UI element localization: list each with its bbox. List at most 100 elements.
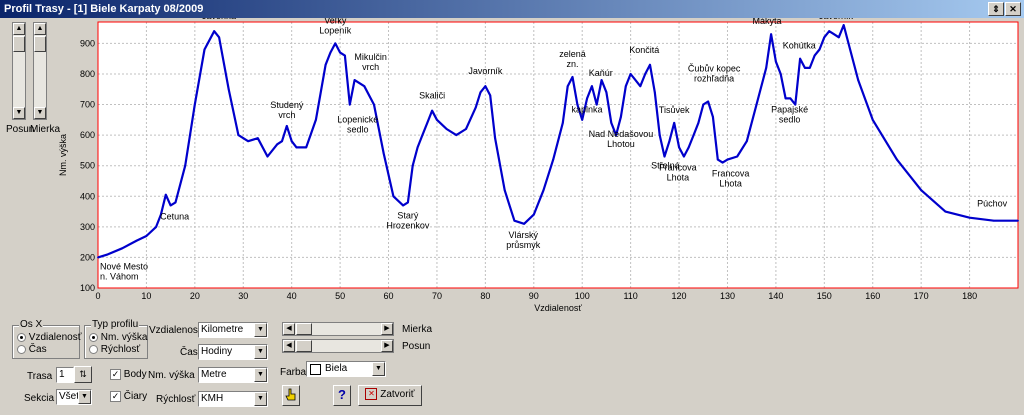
elevation-point <box>615 134 618 137</box>
elevation-point <box>682 155 685 158</box>
posun-slider[interactable]: ▲ ▼ <box>12 22 26 120</box>
annotation-label: Mikulčin vrch <box>354 52 387 72</box>
elevation-point <box>639 85 642 88</box>
mierka-right-arrow-icon[interactable]: ▶ <box>381 323 393 335</box>
osx-option-vzdialenost[interactable]: Vzdialenosť <box>17 332 81 343</box>
vzdialenost-select[interactable]: Kilometre ▼ <box>198 322 268 338</box>
ciary-checkbox[interactable]: ✓ Čiary <box>110 391 147 402</box>
help-button[interactable]: ? <box>333 385 351 406</box>
osx-radio-cas[interactable] <box>17 344 26 354</box>
mierka-up-arrow-icon[interactable]: ▲ <box>34 23 46 35</box>
annotation-label: Nad Nedašovou Lhotou <box>589 129 654 149</box>
cas-value: Hodiny <box>201 346 233 357</box>
elevation-point <box>586 97 588 100</box>
elevation-point <box>247 140 250 143</box>
mierka-down-arrow-icon[interactable]: ▼ <box>34 107 46 119</box>
elevation-point <box>455 134 458 137</box>
elevation-point <box>804 66 806 69</box>
nm-vyska-select[interactable]: Metre ▼ <box>198 367 268 383</box>
pointer-tool-button[interactable] <box>282 385 300 406</box>
posun-down-arrow-icon[interactable]: ▼ <box>13 107 25 119</box>
mierka-hslider[interactable]: ◀ ▶ <box>282 322 394 336</box>
annotation-label: Čubův kopec rozhľadňa <box>688 63 741 83</box>
elevation-point <box>436 118 438 121</box>
elevation-chart-svg: 0 10 20 30 40 50 60 70 80 90 100 110 120 130 140 150 160… <box>58 1 1019 313</box>
cas-dropdown-icon[interactable]: ▼ <box>254 345 267 359</box>
mierka-left-arrow-icon[interactable]: ◀ <box>283 323 295 335</box>
elevation-point <box>721 161 724 164</box>
elevation-point <box>489 94 492 97</box>
elevation-point <box>871 118 874 121</box>
elevation-point <box>402 204 404 207</box>
posun-label: Posun <box>6 124 35 135</box>
body-check-icon[interactable]: ✓ <box>110 369 121 380</box>
mierka-hslider-thumb[interactable] <box>296 323 312 335</box>
elevation-point <box>992 219 995 222</box>
elevation-point <box>736 155 739 158</box>
trasa-input[interactable]: 1 <box>56 367 74 383</box>
typ-radio-rychlost[interactable] <box>89 344 98 354</box>
elevation-point <box>605 91 608 94</box>
typ-radio-nm-vyska[interactable] <box>89 332 98 342</box>
hand-pointer-icon <box>285 388 296 401</box>
farba-dropdown-icon[interactable]: ▼ <box>372 362 385 376</box>
elevation-point <box>169 204 172 207</box>
y-tick-label: 200 <box>80 252 95 262</box>
nm-vyska-dropdown-icon[interactable]: ▼ <box>254 368 267 382</box>
mierka-slider-thumb[interactable] <box>34 36 46 52</box>
mierka-label: Mierka <box>30 124 61 135</box>
typ-profilu-group: Typ profilu Nm. výška Rýchlosť <box>84 319 148 359</box>
trasa-spin-icon[interactable]: ⇅ <box>74 366 92 383</box>
annotation-label: Francova Lhota <box>659 163 697 183</box>
osx-option-vzdialenost-label: Vzdialenosť <box>28 332 82 343</box>
rychlost-select[interactable]: KMH ▼ <box>198 391 268 407</box>
posun-right-arrow-icon[interactable]: ▶ <box>381 340 393 352</box>
typ-option-rychlost[interactable]: Rýchlosť <box>89 344 140 355</box>
farba-select[interactable]: Biela ▼ <box>306 361 386 377</box>
elevation-point <box>692 134 695 137</box>
elevation-point <box>847 42 850 45</box>
elevation-point <box>266 155 269 158</box>
elevation-point <box>702 103 705 106</box>
vzdialenost-dropdown-icon[interactable]: ▼ <box>254 323 267 337</box>
close-window-button[interactable]: ✕ <box>1005 2 1021 16</box>
typ-option-nm-vyska[interactable]: Nm. výška <box>89 332 147 343</box>
rychlost-dropdown-icon[interactable]: ▼ <box>254 392 267 406</box>
elevation-point <box>97 256 99 259</box>
osx-radio-vzdialenost[interactable] <box>17 332 26 342</box>
elevation-point <box>561 121 564 124</box>
body-checkbox[interactable]: ✓ Body <box>110 369 147 380</box>
mierka-slider[interactable]: ▲ ▼ <box>33 22 47 120</box>
osx-option-cas[interactable]: Čas <box>17 344 47 355</box>
elevation-point <box>1017 219 1019 222</box>
cas-select[interactable]: Hodiny ▼ <box>198 344 268 360</box>
elevation-point <box>571 76 574 78</box>
elevation-point <box>363 85 366 88</box>
posun-hslider[interactable]: ◀ ▶ <box>282 339 394 353</box>
elevation-point <box>145 235 148 237</box>
elevation-point <box>295 146 298 149</box>
elevation-point <box>285 125 288 127</box>
posun-slider-thumb[interactable] <box>13 36 25 52</box>
elevation-point <box>445 128 448 130</box>
posun-hslider-thumb[interactable] <box>296 340 312 352</box>
elevation-point <box>164 193 167 196</box>
elevation-point <box>678 146 680 149</box>
posun-left-arrow-icon[interactable]: ◀ <box>283 340 295 352</box>
sekcia-select[interactable]: Všet ▼ <box>56 389 92 405</box>
annotation-label: MalýJavorník <box>819 18 854 21</box>
nm-vyska-label: Nm. výška <box>148 370 195 381</box>
sekcia-value: Všet <box>59 391 80 402</box>
sekcia-dropdown-icon[interactable]: ▼ <box>78 390 91 404</box>
elevation-point <box>813 54 816 57</box>
annotation-label: Javorník <box>468 66 503 76</box>
zatvorit-button[interactable]: ✕ Zatvoriť <box>358 385 422 406</box>
y-tick-label: 600 <box>80 130 95 140</box>
typ-option-nm-vyska-label: Nm. výška <box>100 332 148 343</box>
osx-option-cas-label: Čas <box>28 344 47 355</box>
restore-button[interactable]: ⇕ <box>988 2 1004 16</box>
rychlost-value: KMH <box>201 393 224 404</box>
elevation-point <box>106 253 109 256</box>
ciary-check-icon[interactable]: ✓ <box>110 391 121 402</box>
posun-up-arrow-icon[interactable]: ▲ <box>13 23 25 35</box>
